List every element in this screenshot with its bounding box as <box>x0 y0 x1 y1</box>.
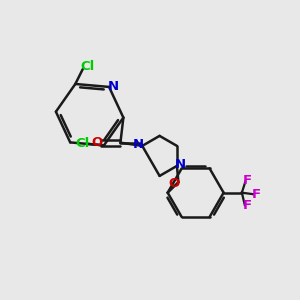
Text: Cl: Cl <box>80 60 94 74</box>
Text: N: N <box>108 80 119 93</box>
Text: O: O <box>168 177 179 190</box>
Text: O: O <box>91 136 102 149</box>
Text: F: F <box>243 200 252 212</box>
Text: F: F <box>243 174 252 188</box>
Text: N: N <box>175 158 186 171</box>
Text: N: N <box>133 138 144 151</box>
Text: Cl: Cl <box>75 137 90 150</box>
Text: F: F <box>251 188 261 201</box>
